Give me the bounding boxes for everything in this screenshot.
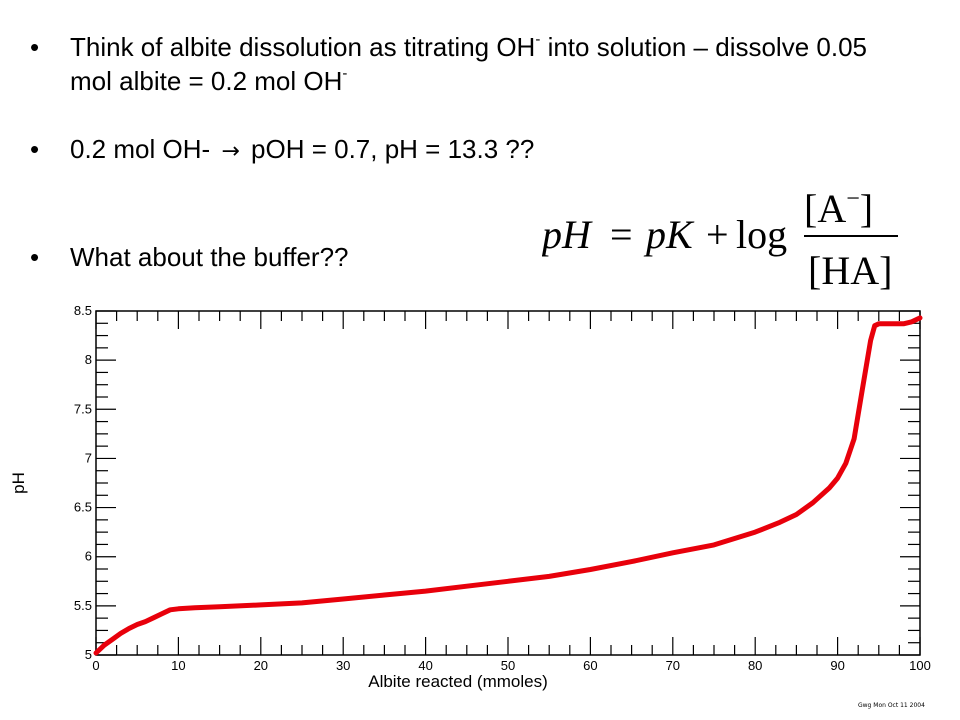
bullet-3-text: What about the buffer?? (70, 242, 349, 272)
eq-pk: pK (643, 212, 695, 257)
y-tick-label: 7 (85, 450, 92, 465)
x-tick-label: 20 (254, 658, 268, 673)
eq-lhs: pH (542, 212, 593, 257)
bullet-1: • Think of albite dissolution as titrati… (30, 30, 910, 98)
x-tick-label: 80 (748, 658, 762, 673)
y-tick-label: 6 (85, 549, 92, 564)
eq-equals: = (610, 212, 633, 257)
y-tick-label: 8 (85, 352, 92, 367)
eq-plus: + (706, 212, 729, 257)
y-tick-label: 7.5 (74, 401, 92, 416)
x-tick-labels: 0 10 20 30 40 50 60 70 80 90 100 (92, 658, 930, 673)
y-axis-label: pH (9, 472, 28, 494)
y-tick-label: 5 (85, 647, 92, 662)
eq-log: log (736, 212, 787, 257)
plot-frame (95, 310, 921, 656)
ph-chart: 55.566.577.588.5 0 10 20 30 40 50 60 70 80 90 100 … (9, 303, 931, 691)
arrow-icon: → (221, 139, 240, 164)
x-tick-label: 100 (909, 658, 931, 673)
bullet-1-text: Think of albite dissolution as titrating… (70, 31, 867, 96)
bullet-3: • What about the buffer?? (30, 240, 910, 274)
bullet-2-text: 0.2 mol OH- → pOH = 0.7, pH = 13.3 ?? (70, 134, 535, 164)
y-tick-label: 6.5 (74, 500, 92, 515)
henderson-hasselbalch-equation: pH = pK + log [A−] [HA] (542, 186, 898, 292)
x-axis-label: Albite reacted (mmoles) (368, 672, 548, 691)
x-tick-label: 60 (583, 658, 597, 673)
eq-numerator: [A−] (804, 186, 873, 231)
ph-curve (93, 315, 923, 656)
tick-marks (95, 310, 921, 656)
bullet-dot: • (30, 32, 40, 62)
x-tick-label: 0 (92, 658, 99, 673)
x-tick-label: 50 (501, 658, 515, 673)
bullet-2: • 0.2 mol OH- → pOH = 0.7, pH = 13.3 ?? (30, 132, 910, 169)
x-tick-label: 10 (171, 658, 185, 673)
eq-denominator: [HA] (808, 248, 892, 292)
bullet-dot: • (30, 242, 40, 272)
x-tick-label: 40 (418, 658, 432, 673)
y-tick-label: 5.5 (74, 598, 92, 613)
y-tick-labels: 5 5.5 6 6.5 7 7.5 8 8.5 (74, 303, 92, 662)
y-tick-label: 8.5 (74, 303, 92, 318)
x-tick-label: 70 (666, 658, 680, 673)
timestamp-stamp: Gwg Mon Oct 11 2004 (858, 702, 925, 709)
x-tick-label: 90 (830, 658, 844, 673)
x-tick-label: 30 (336, 658, 350, 673)
bullet-dot: • (30, 134, 40, 164)
